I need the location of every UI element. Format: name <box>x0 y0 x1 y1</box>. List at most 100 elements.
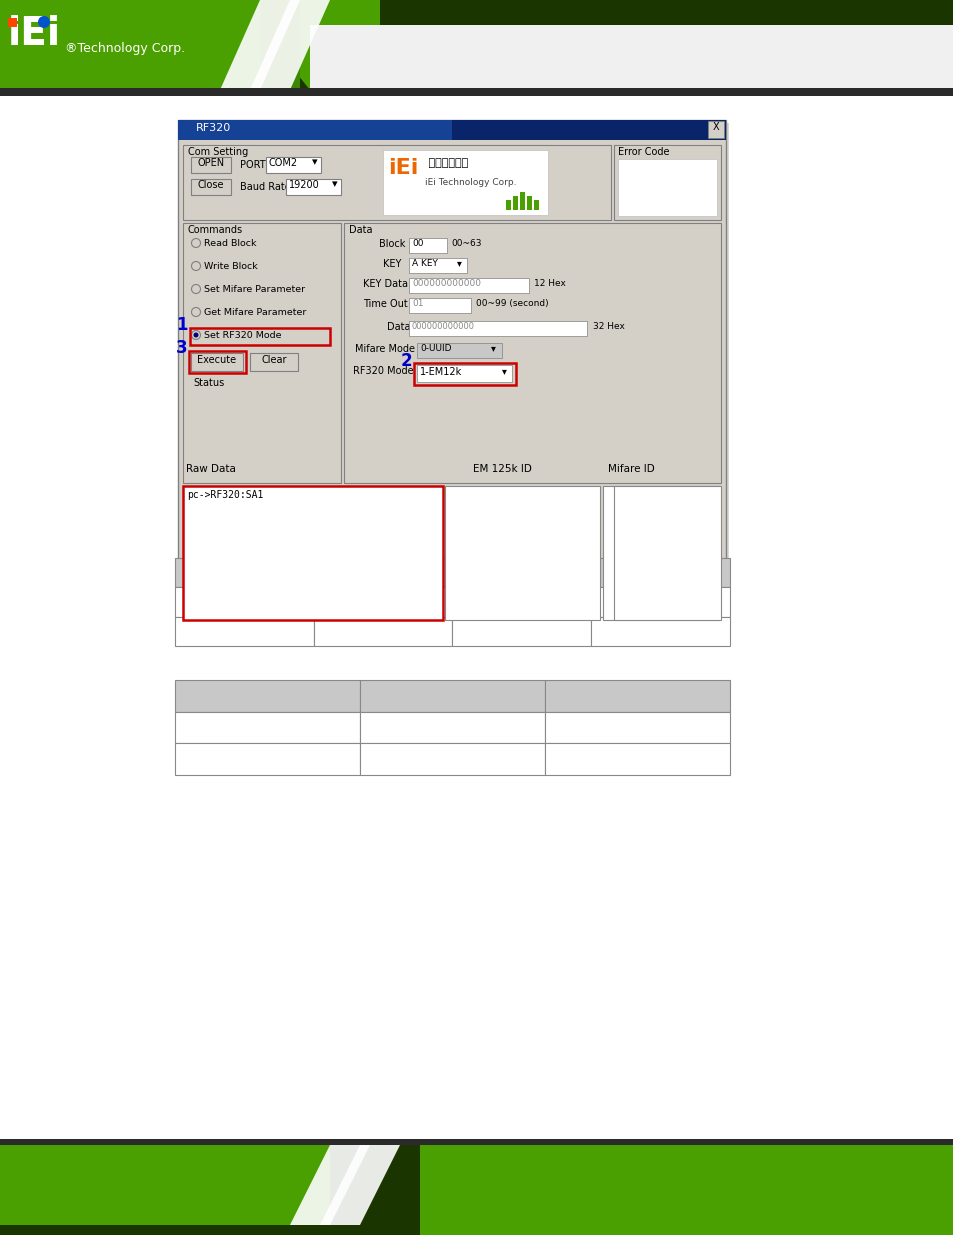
Text: KEY: KEY <box>382 259 401 269</box>
Text: KEY Data: KEY Data <box>363 279 408 289</box>
Text: 19200: 19200 <box>289 180 319 190</box>
Text: Raw Data: Raw Data <box>186 464 235 474</box>
Bar <box>310 25 953 90</box>
Bar <box>183 487 442 620</box>
Text: 32 Hex: 32 Hex <box>593 322 624 331</box>
Bar <box>183 224 340 483</box>
Text: 000000000000: 000000000000 <box>412 279 480 288</box>
Bar <box>174 588 314 616</box>
Bar <box>534 200 538 210</box>
Bar <box>0 1145 953 1235</box>
Bar <box>519 191 524 210</box>
Bar <box>359 711 544 743</box>
Text: Baud Rate: Baud Rate <box>240 182 291 191</box>
Text: OPEN: OPEN <box>197 158 224 168</box>
Bar <box>409 298 471 312</box>
Bar <box>513 196 517 210</box>
Text: Set RF320 Mode: Set RF320 Mode <box>204 331 281 340</box>
Text: Block: Block <box>378 240 405 249</box>
Text: Mifare ID: Mifare ID <box>607 464 654 474</box>
Bar <box>382 149 547 215</box>
Bar <box>190 329 330 345</box>
Text: Com Setting: Com Setting <box>188 147 248 157</box>
Text: Read Block: Read Block <box>204 240 256 248</box>
Bar <box>409 238 447 253</box>
Bar <box>0 1145 330 1225</box>
Polygon shape <box>0 0 379 90</box>
Text: ▾: ▾ <box>490 343 495 353</box>
Bar <box>505 200 511 210</box>
Bar <box>416 366 512 382</box>
Bar <box>181 124 728 629</box>
Bar <box>591 616 729 646</box>
Bar <box>444 487 599 620</box>
Bar <box>174 558 314 588</box>
Polygon shape <box>220 0 299 90</box>
Bar <box>602 487 719 620</box>
Text: Data: Data <box>349 225 372 235</box>
Bar <box>614 144 720 220</box>
Text: 12 Hex: 12 Hex <box>534 279 565 288</box>
Text: EM 125k ID: EM 125k ID <box>473 464 532 474</box>
Bar <box>452 588 591 616</box>
Bar <box>8 19 17 27</box>
Text: Status: Status <box>193 378 224 388</box>
Text: pc->RF320:SA1: pc->RF320:SA1 <box>187 490 263 500</box>
Text: Error Code: Error Code <box>618 147 669 157</box>
Text: X: X <box>712 122 719 132</box>
Text: A KEY: A KEY <box>412 259 437 268</box>
Text: ▾: ▾ <box>332 179 337 189</box>
Text: PORT: PORT <box>240 161 265 170</box>
Text: iEi: iEi <box>8 15 61 53</box>
Bar <box>178 120 725 625</box>
Text: Clear: Clear <box>261 354 287 366</box>
Circle shape <box>192 262 200 270</box>
Bar <box>618 159 717 216</box>
Bar <box>526 196 532 210</box>
Bar <box>359 680 544 711</box>
Bar <box>0 0 260 90</box>
Bar <box>614 487 720 620</box>
Text: Data: Data <box>387 322 410 332</box>
Bar <box>250 353 297 370</box>
Polygon shape <box>290 1145 370 1225</box>
Text: Commands: Commands <box>188 225 243 235</box>
Bar <box>178 120 725 140</box>
Bar <box>344 224 720 483</box>
Bar <box>707 121 723 138</box>
Text: Close: Close <box>197 180 224 190</box>
Bar <box>591 588 729 616</box>
Text: 0-UUID: 0-UUID <box>419 345 451 353</box>
Bar <box>2 2 162 86</box>
Text: iEi: iEi <box>388 158 418 178</box>
Text: Execute: Execute <box>197 354 236 366</box>
Text: 00~63: 00~63 <box>451 240 481 248</box>
Bar <box>0 0 299 90</box>
Text: Write Block: Write Block <box>204 262 257 270</box>
Bar <box>314 616 452 646</box>
Circle shape <box>192 331 200 340</box>
Bar <box>452 616 591 646</box>
Bar <box>359 743 544 776</box>
Text: 2: 2 <box>400 352 412 370</box>
Bar <box>409 321 586 336</box>
Text: Time Out: Time Out <box>363 299 407 309</box>
Bar <box>174 743 359 776</box>
Text: Set Mifare Parameter: Set Mifare Parameter <box>204 285 305 294</box>
Text: RF320 Mode: RF320 Mode <box>353 366 414 375</box>
Bar <box>544 680 729 711</box>
Bar <box>178 120 452 140</box>
Bar <box>416 343 501 358</box>
Bar <box>266 157 320 173</box>
Text: ▾: ▾ <box>456 258 461 268</box>
Bar <box>0 88 953 96</box>
Text: 00: 00 <box>412 240 423 248</box>
Bar <box>183 144 610 220</box>
Bar <box>191 179 231 195</box>
Polygon shape <box>319 1145 399 1225</box>
Bar <box>189 351 246 373</box>
Bar <box>174 680 359 711</box>
Text: 000000000000: 000000000000 <box>412 322 475 331</box>
Text: RF320: RF320 <box>195 124 231 133</box>
Text: ▾: ▾ <box>312 157 317 167</box>
